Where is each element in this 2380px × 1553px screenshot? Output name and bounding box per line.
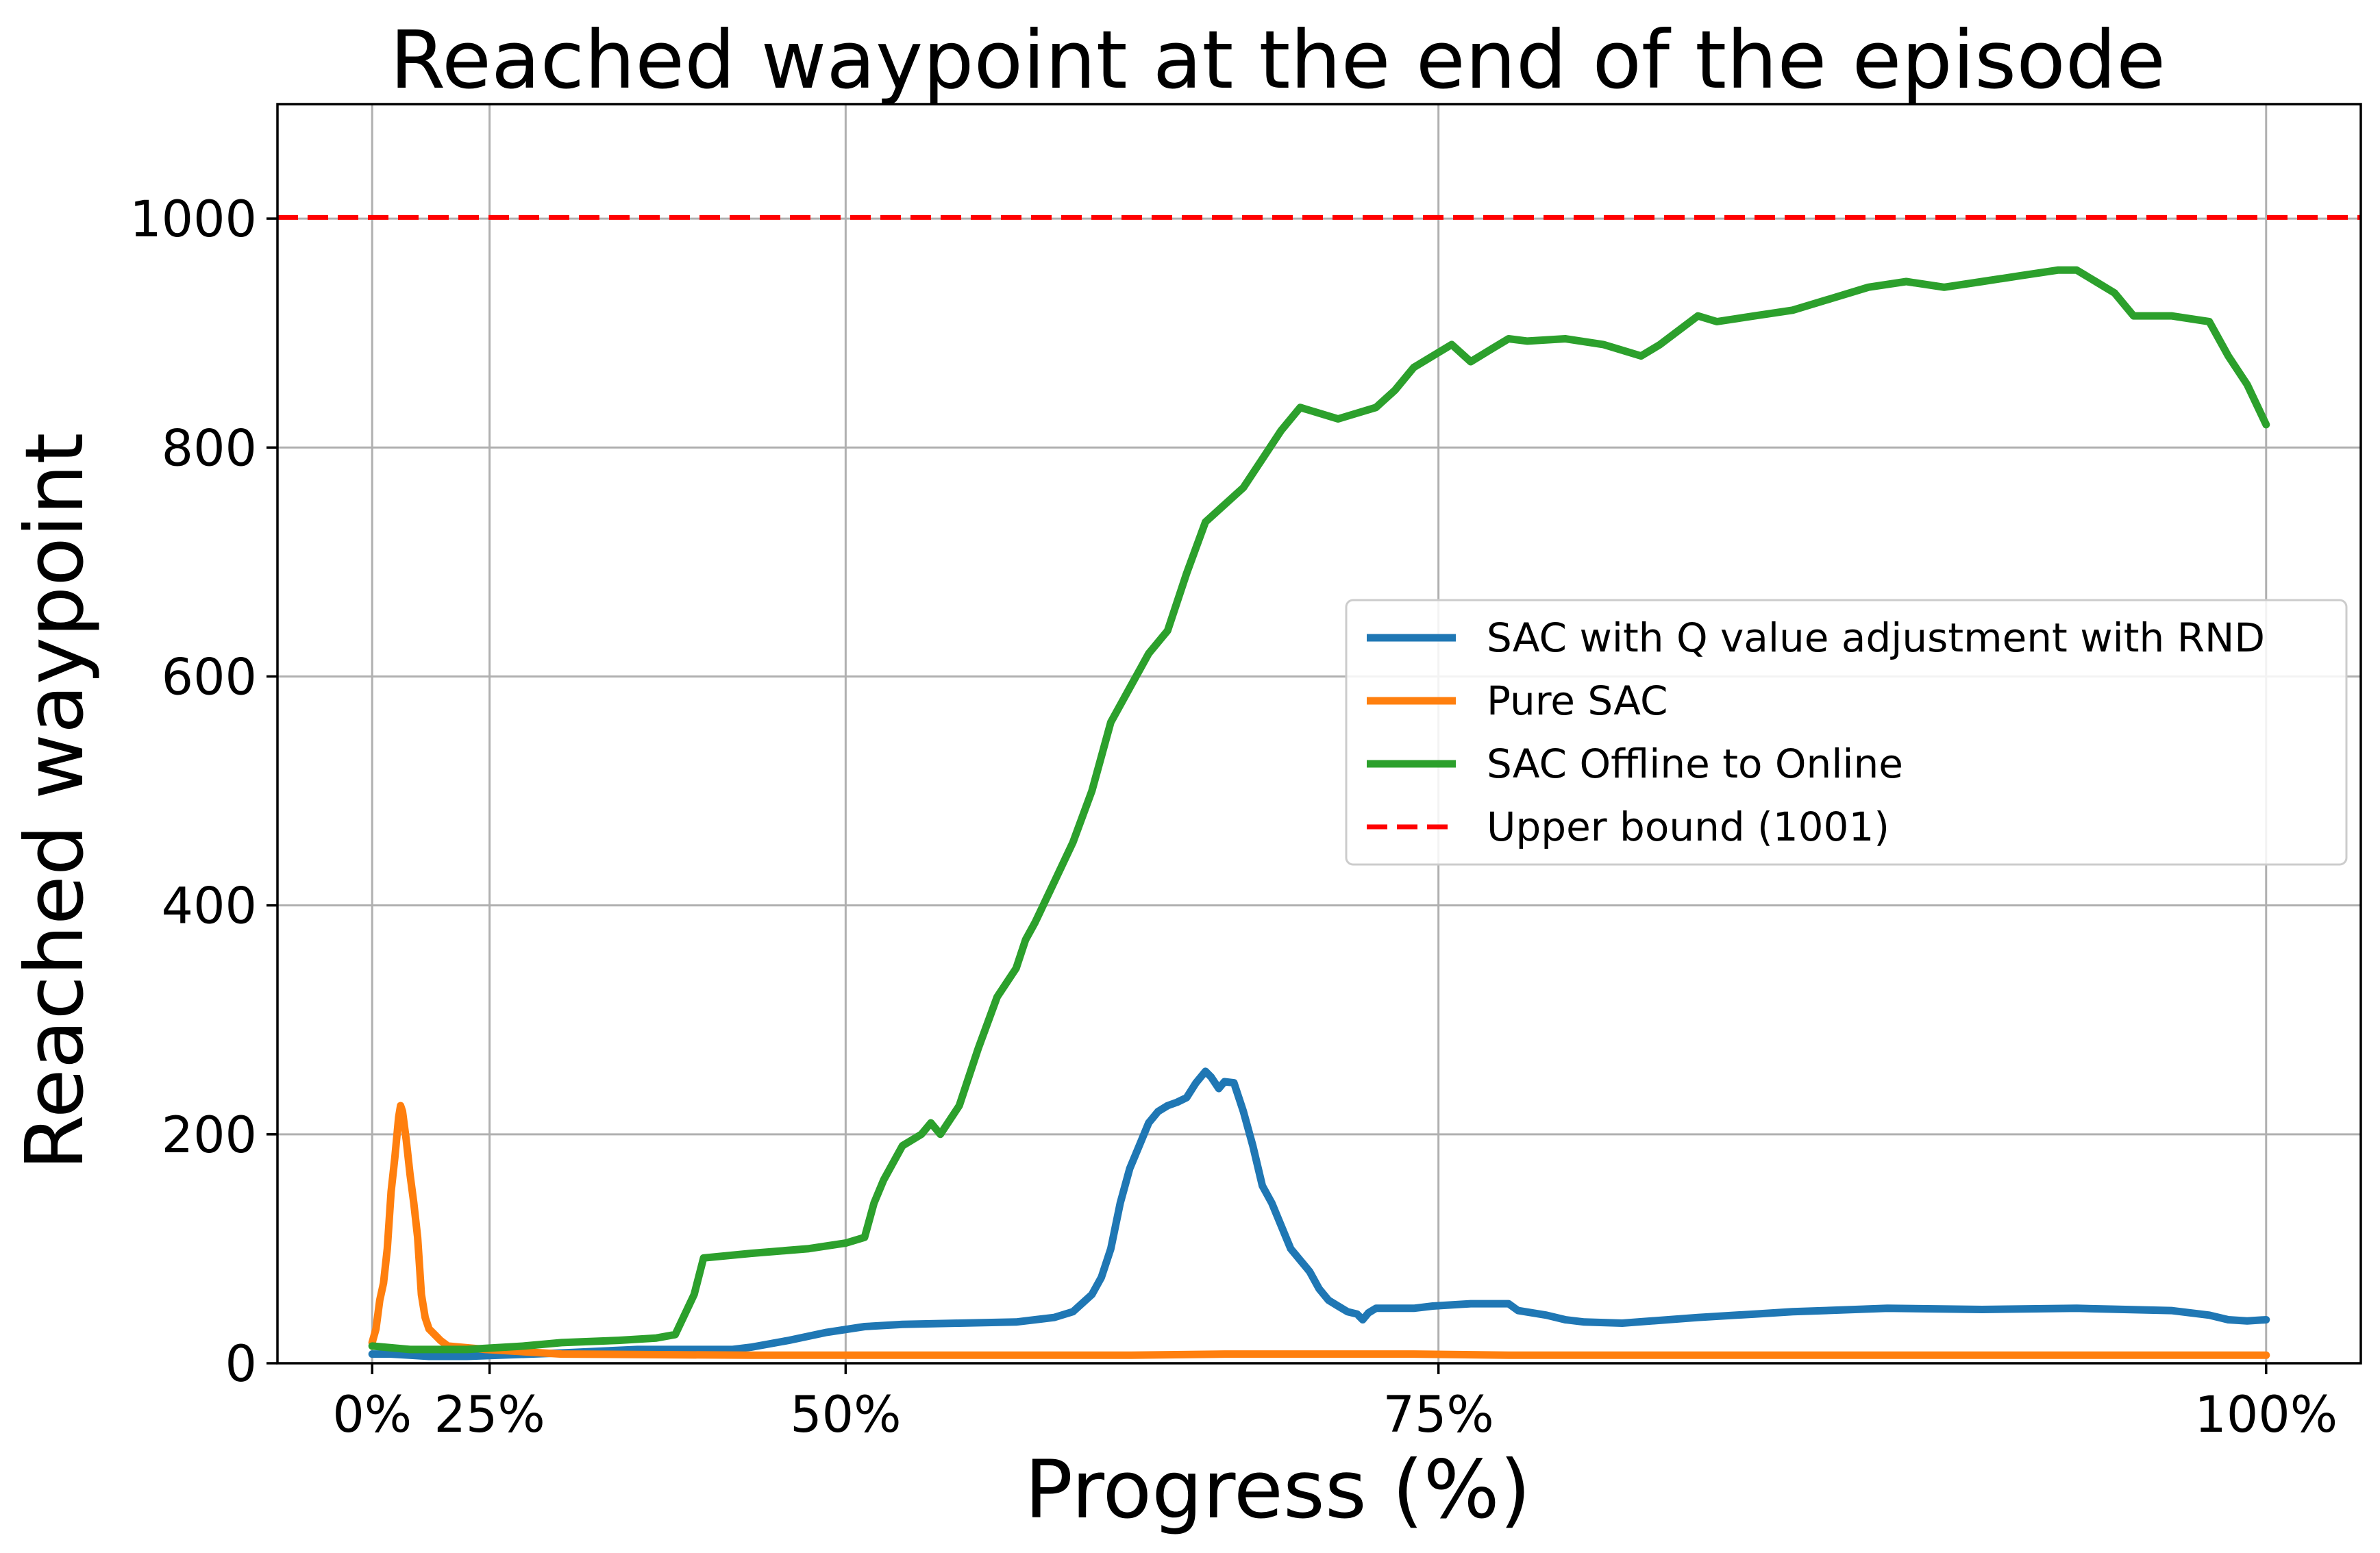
legend-label-upper-bound-1001: Upper bound (1001)	[1487, 804, 1889, 850]
y-tick-label: 800	[162, 419, 257, 477]
x-axis-label: Progress (%)	[1025, 1443, 1531, 1537]
x-tick-label: 25%	[434, 1386, 545, 1444]
legend-label-sac-offline-to-online: SAC Offline to Online	[1487, 741, 1903, 787]
y-tick-label: 0	[225, 1335, 257, 1393]
y-tick-label: 600	[162, 648, 257, 706]
series-line-sac-offline-to-online	[368, 266, 2270, 1354]
y-tick-label: 400	[162, 878, 257, 936]
legend-label-sac-with-q-value-adjustment-with-rnd: SAC with Q value adjustment with RND	[1487, 614, 2265, 661]
x-tick-label: 75%	[1383, 1386, 1494, 1444]
x-tick-label: 50%	[790, 1386, 901, 1444]
legend-box	[1345, 599, 2348, 866]
y-axis-label: Reached waypoint	[8, 433, 101, 1171]
x-tick-label: 100%	[2194, 1386, 2338, 1444]
legend-label-pure-sac: Pure SAC	[1487, 678, 1668, 724]
series-group	[277, 214, 2361, 1361]
series-line-pure-sac	[368, 1102, 2270, 1359]
y-tick-label: 200	[162, 1106, 257, 1165]
legend: SAC with Q value adjustment with RND Pure…	[1345, 599, 2348, 866]
series-line-sac-with-q-value-adjustment-with-rnd	[368, 1067, 2270, 1361]
y-tick-label: 1000	[129, 190, 257, 249]
x-tick-label: 0%	[332, 1386, 412, 1444]
plot-area-frame	[276, 103, 2362, 1365]
chart-title: Reached waypoint at the end of the episo…	[390, 13, 2166, 107]
axis-ticks: 0% 25% 50% 75% 100% 0 200 400 600 800 1000	[129, 190, 2338, 1444]
